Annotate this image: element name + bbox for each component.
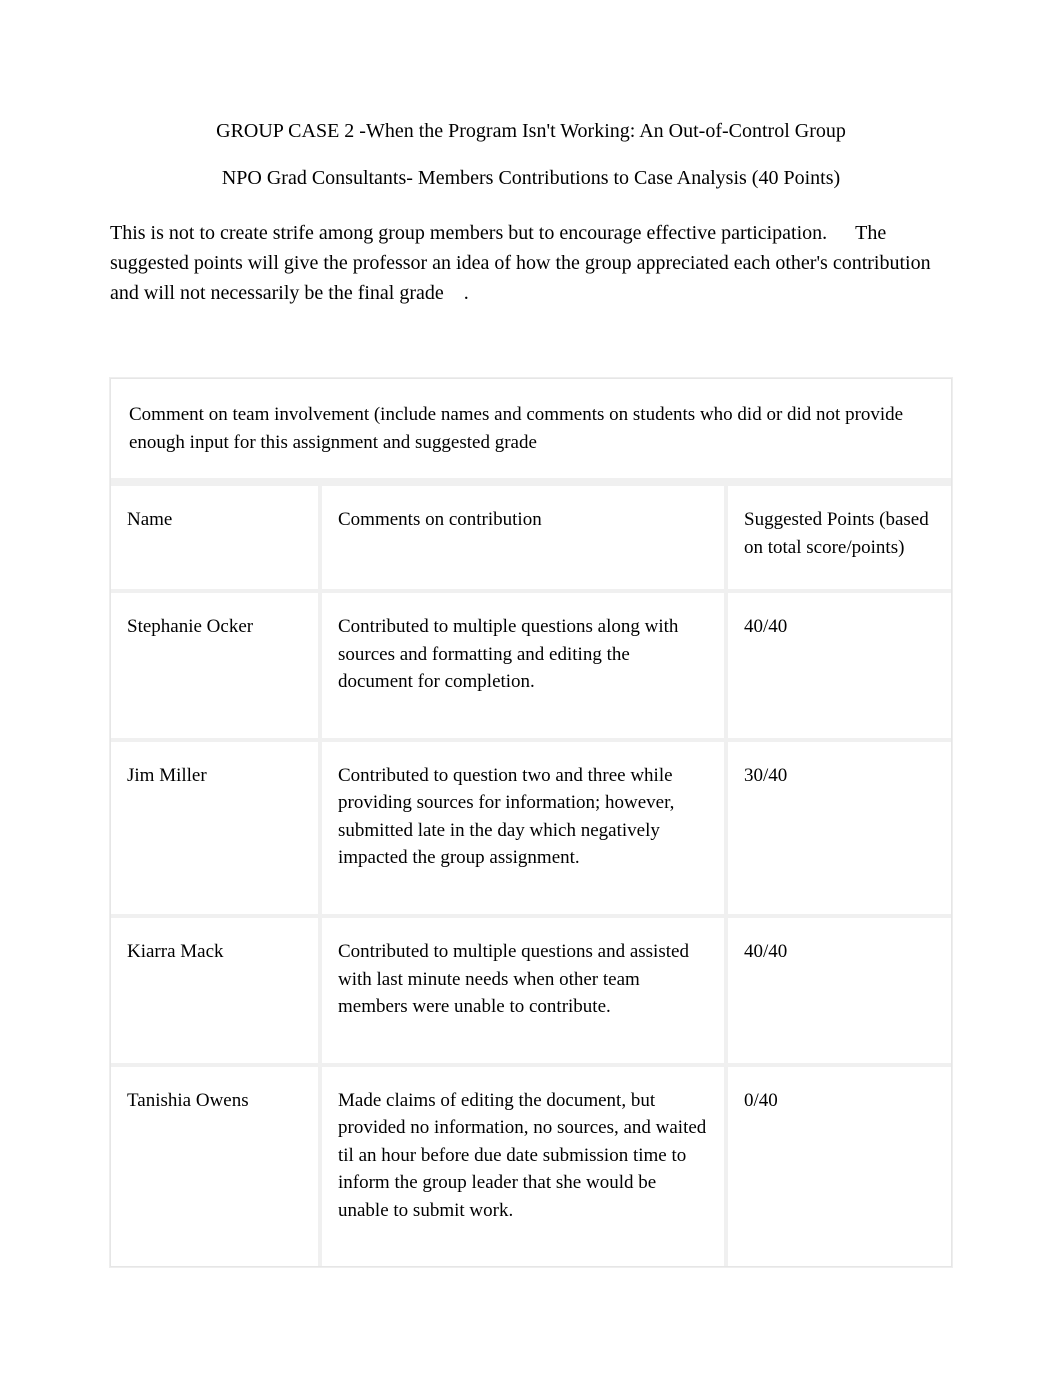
intro-first-sentence: This is not to create strife among group… <box>110 222 827 244</box>
cell-comments: Made claims of editing the document, but… <box>322 1063 728 1267</box>
intro-paragraph: This is not to create strife among group… <box>110 218 952 308</box>
table-header-row: Name Comments on contribution Suggested … <box>111 482 951 589</box>
page-subtitle: NPO Grad Consultants- Members Contributi… <box>110 167 952 190</box>
col-header-score: Suggested Points (based on total score/p… <box>728 482 951 589</box>
document-page: GROUP CASE 2 -When the Program Isn't Wor… <box>0 0 1062 1327</box>
cell-name: Tanishia Owens <box>111 1063 322 1267</box>
cell-name: Stephanie Ocker <box>111 589 322 738</box>
table-row: Tanishia Owens Made claims of editing th… <box>111 1063 951 1267</box>
contributions-table: Name Comments on contribution Suggested … <box>111 482 951 1266</box>
table-row: Jim Miller Contributed to question two a… <box>111 738 951 914</box>
cell-comments: Contributed to multiple questions and as… <box>322 914 728 1063</box>
table-caption: Comment on team involvement (include nam… <box>111 379 951 482</box>
cell-name: Kiarra Mack <box>111 914 322 1063</box>
cell-comments: Contributed to question two and three wh… <box>322 738 728 914</box>
table-row: Kiarra Mack Contributed to multiple ques… <box>111 914 951 1063</box>
cell-score: 40/40 <box>728 589 951 738</box>
contributions-table-wrap: Comment on team involvement (include nam… <box>110 378 952 1267</box>
page-title: GROUP CASE 2 -When the Program Isn't Wor… <box>110 120 952 143</box>
cell-name: Jim Miller <box>111 738 322 914</box>
col-header-comments: Comments on contribution <box>322 482 728 589</box>
col-header-name: Name <box>111 482 322 589</box>
table-row: Stephanie Ocker Contributed to multiple … <box>111 589 951 738</box>
cell-score: 30/40 <box>728 738 951 914</box>
cell-score: 0/40 <box>728 1063 951 1267</box>
cell-comments: Contributed to multiple questions along … <box>322 589 728 738</box>
cell-score: 40/40 <box>728 914 951 1063</box>
